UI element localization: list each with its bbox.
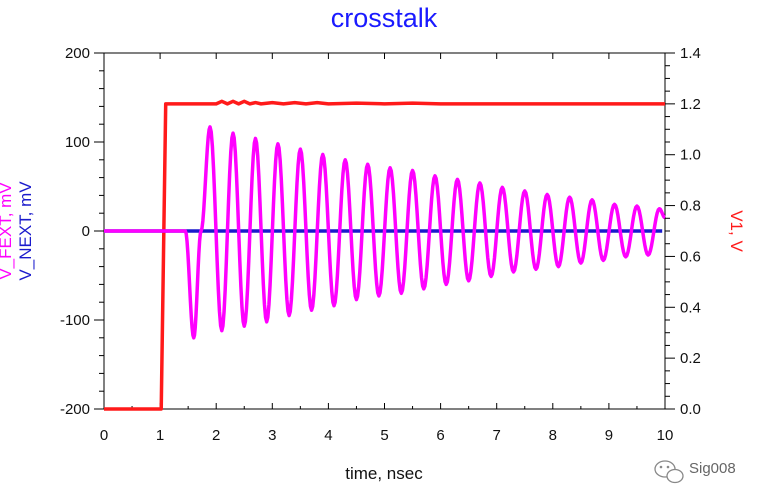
y-axis-left-label-next: V_NEXT, mV: [16, 181, 35, 281]
x-axis-ticks: 0 1 2 3 4 5 6 7 8 9 10: [100, 53, 674, 444]
y-right-tick-label: 0.6: [680, 248, 701, 265]
y-right-tick-label: 0.0: [680, 401, 701, 418]
y-left-tick-label: -100: [60, 312, 90, 329]
y-right-tick-label: 1.2: [680, 96, 701, 113]
wechat-icon: [654, 460, 684, 484]
x-tick-label: 0: [100, 427, 108, 444]
series-line-v1: [104, 99, 665, 411]
y-axis-right-label: V1, V: [727, 210, 746, 252]
x-axis-label: time, nsec: [345, 464, 423, 483]
series-line-v-fext: [104, 125, 667, 340]
y-left-tick-label: 100: [65, 134, 90, 151]
y-right-tick-label: 1.4: [680, 45, 701, 62]
x-tick-label: 1: [156, 427, 164, 444]
y-right-tick-label: 1.0: [680, 147, 701, 164]
x-tick-label: 10: [657, 427, 674, 444]
x-tick-label: 4: [324, 427, 332, 444]
y-right-tick-label: 0.2: [680, 350, 701, 367]
y-right-tick-label: 0.4: [680, 299, 701, 316]
y-right-tick-label: 0.8: [680, 198, 701, 215]
y-left-tick-label: 0: [82, 223, 90, 240]
watermark: Sig008: [654, 460, 736, 484]
x-tick-label: 9: [605, 427, 613, 444]
y-axis-left-label-fext: V_FEXT, mV: [0, 182, 15, 280]
y-axis-right-ticks: 0.0 0.2 0.4 0.6 0.8 1.0 1.2 1.4: [665, 45, 701, 418]
x-tick-label: 8: [549, 427, 557, 444]
chart-title: crosstalk: [331, 3, 438, 33]
watermark-text: Sig008: [689, 460, 736, 477]
x-tick-label: 2: [212, 427, 220, 444]
x-tick-label: 7: [493, 427, 501, 444]
y-left-tick-label: 200: [65, 45, 90, 62]
x-tick-label: 6: [436, 427, 444, 444]
x-tick-label: 3: [268, 427, 276, 444]
x-tick-label: 5: [380, 427, 388, 444]
series-lines: [104, 99, 667, 411]
y-axis-left-ticks: -200 -100 0 100 200: [60, 45, 104, 418]
y-left-tick-label: -200: [60, 401, 90, 418]
